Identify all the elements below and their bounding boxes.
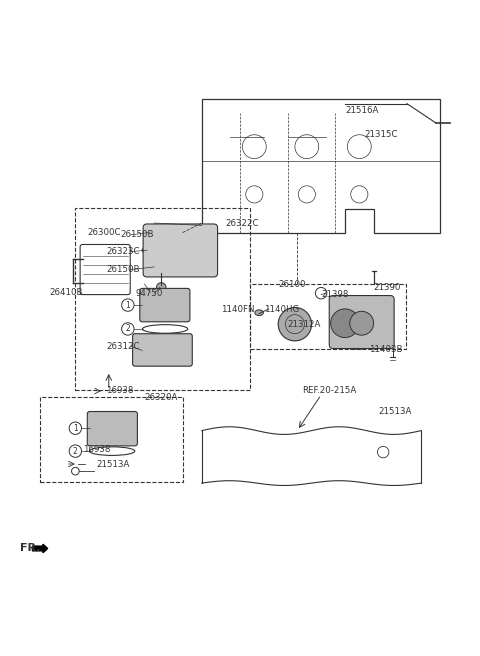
Text: 2: 2 bbox=[125, 325, 130, 333]
Text: 26150B: 26150B bbox=[107, 265, 140, 274]
Circle shape bbox=[278, 308, 312, 341]
Text: 1: 1 bbox=[125, 300, 130, 310]
Text: 1140FN: 1140FN bbox=[221, 305, 254, 314]
FancyBboxPatch shape bbox=[140, 289, 190, 322]
Text: 21516A: 21516A bbox=[345, 106, 378, 115]
Text: 26322C: 26322C bbox=[226, 218, 259, 228]
Text: 21390: 21390 bbox=[373, 283, 401, 292]
Text: 21513A: 21513A bbox=[378, 407, 412, 416]
FancyBboxPatch shape bbox=[87, 411, 137, 446]
FancyBboxPatch shape bbox=[132, 334, 192, 366]
Text: 21513A: 21513A bbox=[97, 459, 130, 468]
Text: 2: 2 bbox=[73, 447, 78, 456]
Text: 1140HG: 1140HG bbox=[264, 305, 299, 314]
FancyBboxPatch shape bbox=[143, 224, 217, 277]
Circle shape bbox=[156, 283, 166, 292]
Text: REF.20-215A: REF.20-215A bbox=[302, 386, 356, 396]
Circle shape bbox=[331, 309, 360, 338]
Text: 21312A: 21312A bbox=[288, 319, 321, 329]
Circle shape bbox=[350, 312, 373, 335]
Text: 11403B: 11403B bbox=[369, 345, 402, 354]
Text: FR.: FR. bbox=[21, 543, 41, 552]
Text: 16938: 16938 bbox=[83, 445, 110, 454]
FancyArrow shape bbox=[33, 544, 48, 553]
Text: 21315C: 21315C bbox=[364, 131, 397, 139]
Ellipse shape bbox=[255, 310, 264, 316]
Text: 94750: 94750 bbox=[135, 289, 162, 298]
Text: 16938: 16938 bbox=[107, 386, 134, 396]
Text: 26300C: 26300C bbox=[87, 228, 121, 237]
Text: 1: 1 bbox=[73, 424, 78, 433]
Text: 26150B: 26150B bbox=[120, 230, 154, 239]
Text: 26323C: 26323C bbox=[107, 247, 140, 256]
FancyBboxPatch shape bbox=[329, 296, 394, 348]
Text: 26320A: 26320A bbox=[144, 393, 178, 401]
Text: 26410B: 26410B bbox=[49, 288, 83, 297]
Text: 21398: 21398 bbox=[321, 290, 348, 299]
Text: 26312C: 26312C bbox=[107, 342, 140, 351]
Text: 26100: 26100 bbox=[278, 279, 306, 289]
